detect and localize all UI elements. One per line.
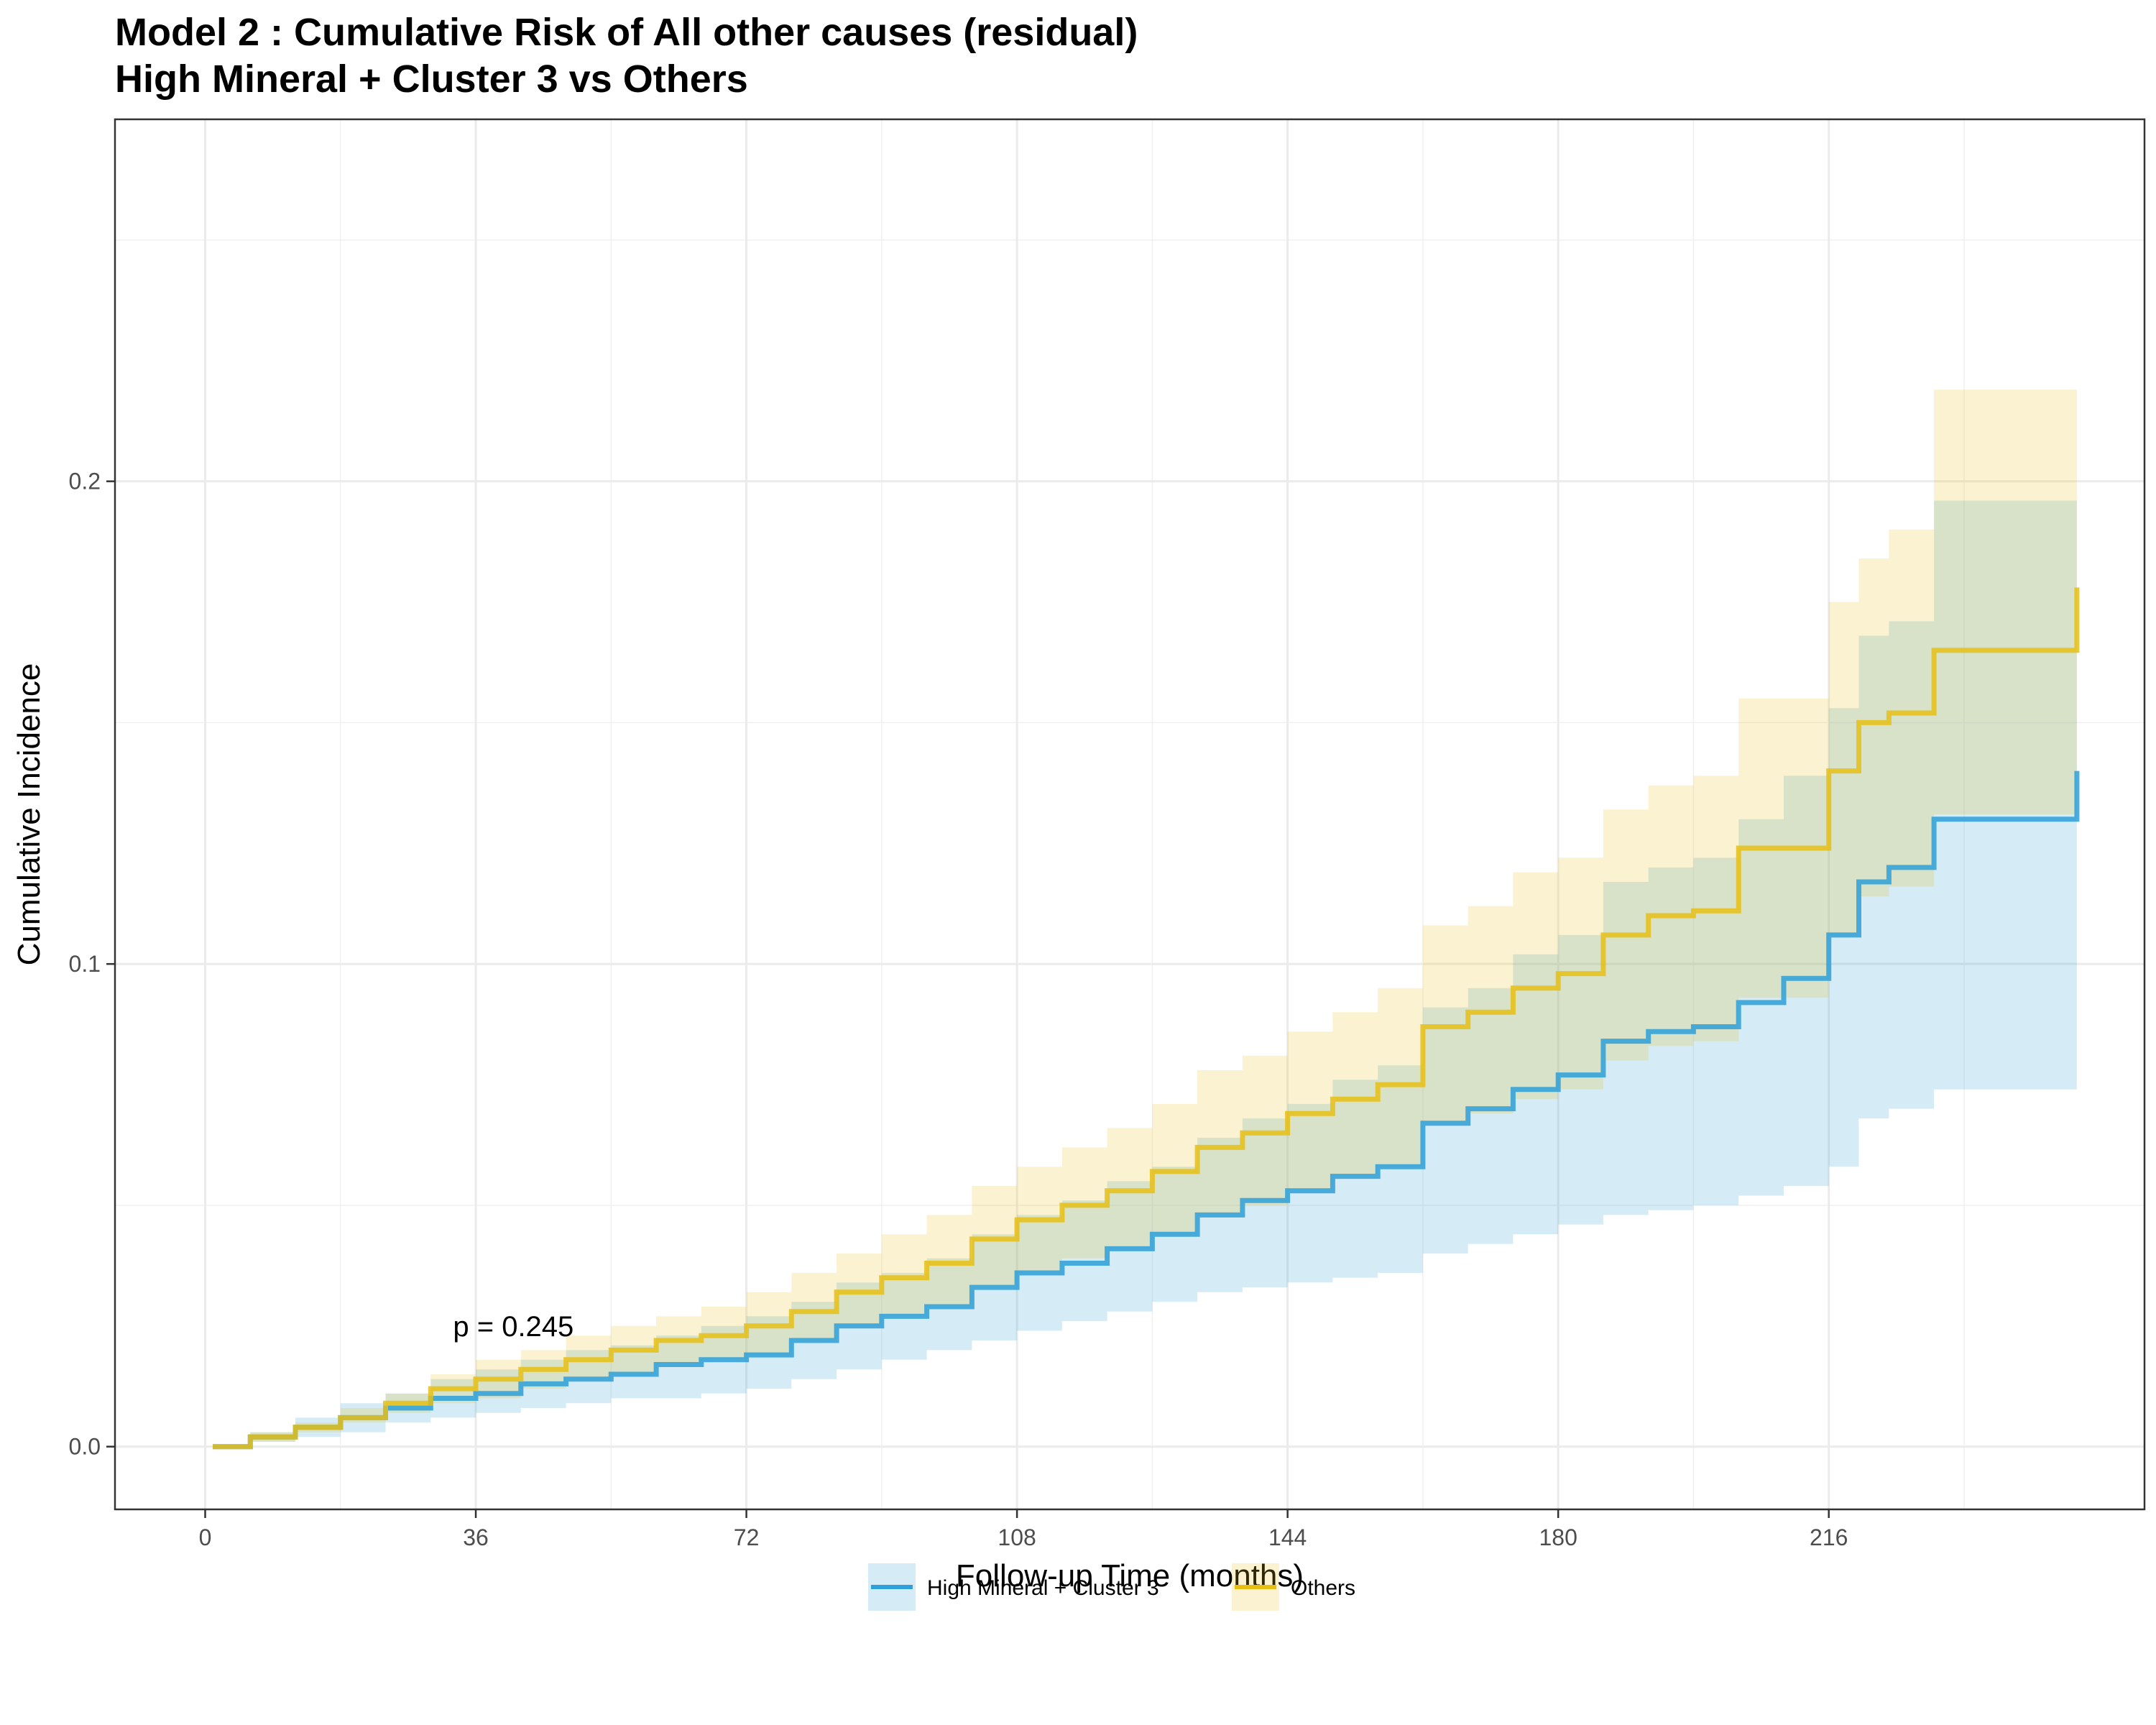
x-tick-label: 36 (463, 1524, 489, 1550)
confidence-bands (213, 390, 2077, 1447)
chart-title: Model 2 : Cumulative Risk of All other c… (115, 11, 1138, 54)
minor-gridlines (115, 119, 2145, 1509)
ci-band-others (213, 390, 2077, 1447)
legend: High Mineral + Cluster 3 Others (868, 1563, 1355, 1611)
x-tick-label: 216 (1810, 1524, 1848, 1550)
y-tick-label: 0.0 (69, 1434, 101, 1460)
legend-label-others: Others (1291, 1576, 1355, 1600)
series-line-high-mineral-cluster-3 (213, 770, 2080, 1450)
x-tick-label: 180 (1539, 1524, 1577, 1550)
panel-border (114, 118, 2146, 1511)
series-line-others (213, 587, 2080, 1450)
y-tick-label: 0.1 (69, 951, 101, 977)
x-tick-label: 72 (734, 1524, 760, 1550)
x-tick-label: 144 (1268, 1524, 1307, 1550)
series-lines (213, 587, 2080, 1450)
ci-band-high-mineral-cluster-3 (213, 500, 2077, 1447)
y-axis-ticks: 0.0 0.1 0.2 (69, 469, 115, 1460)
legend-label-high-mineral-cluster-3: High Mineral + Cluster 3 (927, 1576, 1159, 1600)
y-tick-label: 0.2 (69, 469, 101, 494)
y-axis-title: Cumulative Incidence (11, 663, 47, 966)
chart-subtitle: High Mineral + Cluster 3 vs Others (115, 58, 748, 101)
x-tick-label: 0 (199, 1524, 212, 1550)
p-value-annotation: p = 0.245 (453, 1311, 573, 1343)
x-axis-ticks: 0 36 72 108 144 180 216 (199, 1509, 1848, 1550)
x-tick-label: 108 (998, 1524, 1036, 1550)
